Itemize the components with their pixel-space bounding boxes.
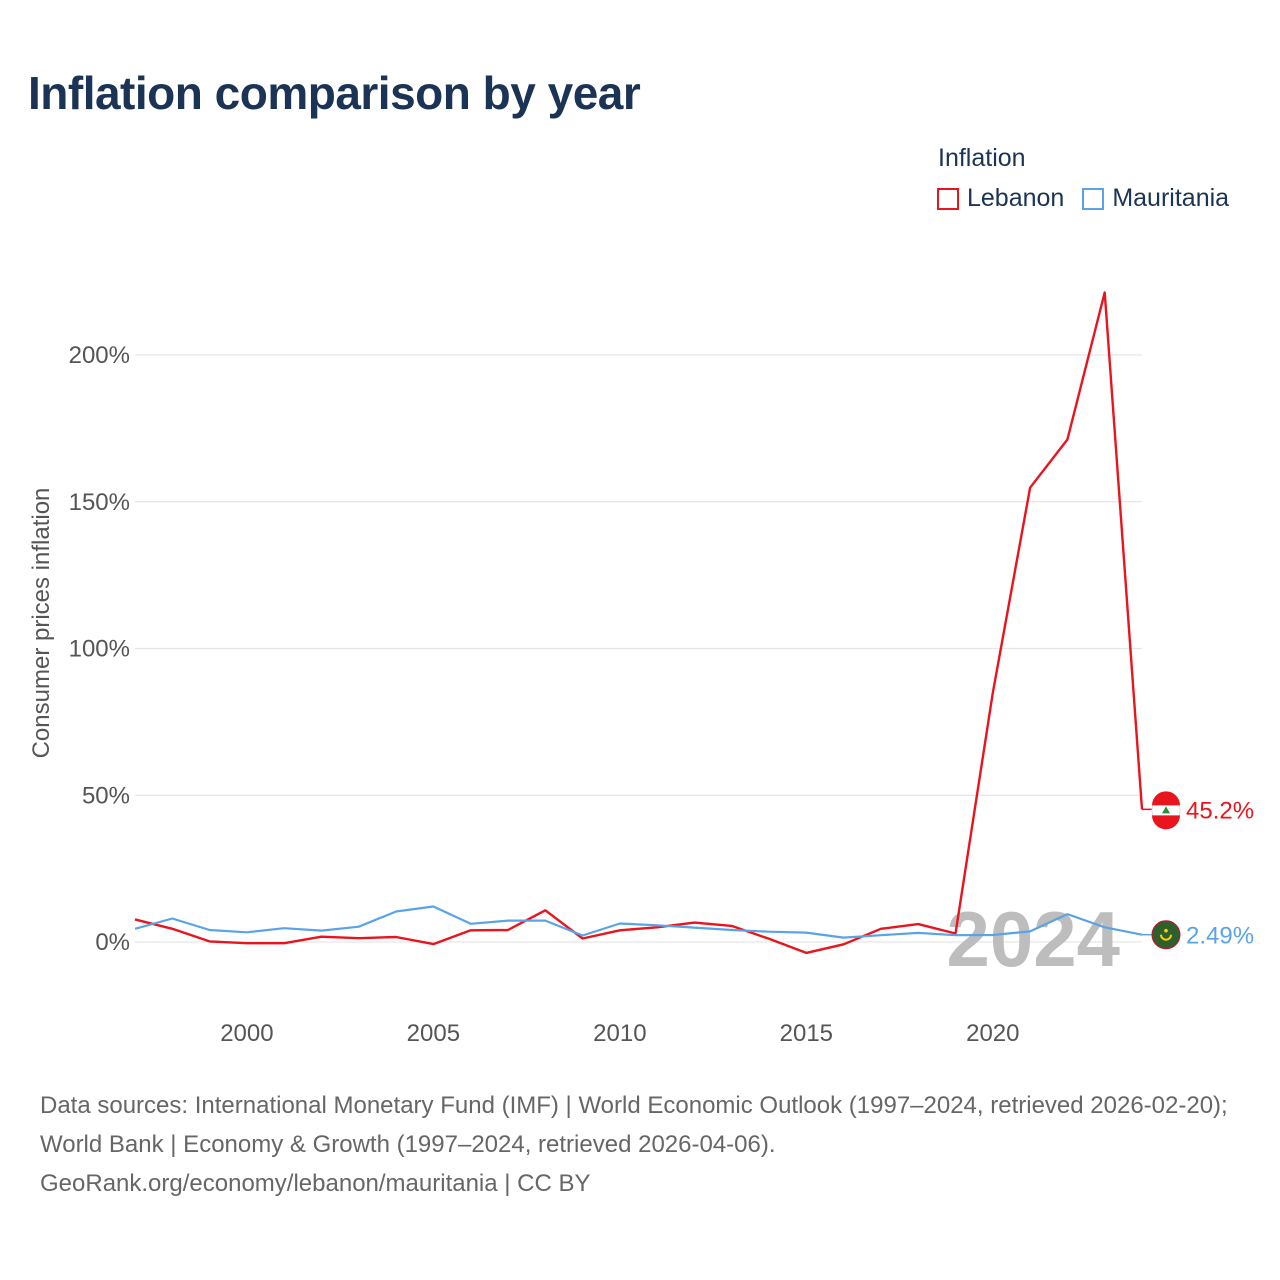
star-icon: [1164, 928, 1168, 933]
end-label-mauritania: 2.49%: [1186, 923, 1254, 950]
series-line-mauritania: [134, 905, 1143, 939]
y-tick-label-150: 150%: [69, 489, 130, 516]
y-tick-label-0: 0%: [95, 929, 130, 956]
legend-item-mauritania[interactable]: Mauritania: [1082, 184, 1229, 213]
x-tick-label-2020: 2020: [966, 1020, 1019, 1047]
mauritania-flag-icon: [1151, 920, 1181, 950]
lebanon-flag-bottom-stripe: [1152, 815, 1181, 830]
data-source-note: Data sources: International Monetary Fun…: [40, 1086, 1250, 1203]
source-line-1: Data sources: International Monetary Fun…: [40, 1092, 1228, 1158]
year-watermark: 2024: [946, 895, 1120, 983]
x-tick-label-2010: 2010: [593, 1020, 646, 1047]
end-label-lebanon: 45.2%: [1186, 797, 1254, 824]
y-tick-label-50: 50%: [82, 782, 130, 809]
legend-label-mauritania: Mauritania: [1112, 184, 1230, 212]
cedar-tree-icon: [1162, 806, 1170, 814]
legend-label-lebanon: Lebanon: [967, 184, 1065, 212]
legend-swatch-mauritania: [1082, 187, 1105, 210]
crescent-icon: [1160, 934, 1172, 941]
series-line-lebanon: [134, 291, 1144, 955]
legend-swatch-lebanon: [937, 187, 959, 210]
lebanon-flag-top-stripe: [1152, 791, 1181, 806]
x-tick-label-2000: 2000: [220, 1020, 273, 1047]
source-line-2: GeoRank.org/economy/lebanon/mauritania |…: [40, 1170, 591, 1197]
x-tick-label-2005: 2005: [407, 1020, 460, 1047]
legend: Lebanon Mauritania: [937, 184, 1247, 213]
chart-title: Inflation comparison by year: [28, 67, 641, 119]
y-tick-label-200: 200%: [69, 342, 130, 369]
legend-title: Inflation: [938, 144, 1026, 172]
x-tick-label-2015: 2015: [780, 1020, 833, 1047]
y-tick-label-100: 100%: [69, 636, 130, 663]
legend-item-lebanon[interactable]: Lebanon: [937, 184, 1064, 213]
